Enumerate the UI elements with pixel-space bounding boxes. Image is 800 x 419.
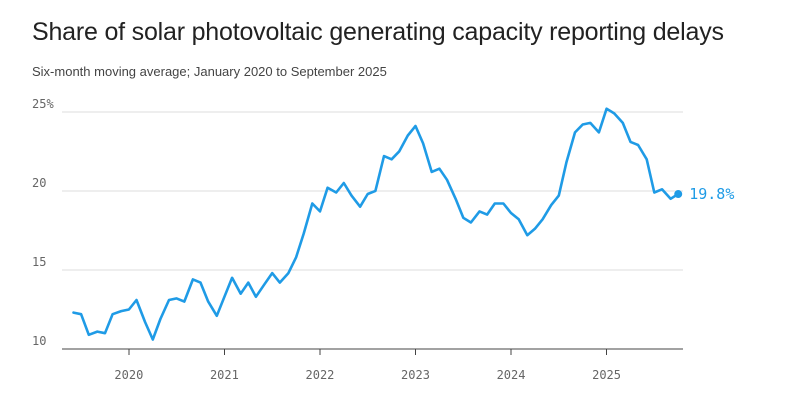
y-tick-label: 15 <box>32 255 46 269</box>
end-value-label: 19.8% <box>689 185 734 203</box>
y-tick-label: 20 <box>32 176 46 190</box>
series-line-0 <box>72 107 680 341</box>
x-tick-label: 2025 <box>592 368 621 382</box>
series-layer <box>72 107 680 341</box>
chart-subtitle: Six-month moving average; January 2020 t… <box>32 64 387 79</box>
y-tick-label: 10 <box>32 334 46 348</box>
end-marker-group: 19.8% <box>674 185 734 203</box>
x-tick-label: 2020 <box>114 368 143 382</box>
x-tick-label: 2022 <box>306 368 335 382</box>
y-tick-label: 25% <box>32 97 54 111</box>
gridlines <box>62 111 683 350</box>
x-tick-label: 2024 <box>497 368 526 382</box>
x-axis: 2020 2021 2022 2023 2024 2025 <box>114 349 621 382</box>
x-tick-label: 2021 <box>210 368 239 382</box>
y-axis: 25% 20 15 10 <box>32 97 54 348</box>
end-point-marker <box>674 190 683 199</box>
x-tick-label: 2023 <box>401 368 430 382</box>
chart-title: Share of solar photovoltaic generating c… <box>32 18 724 46</box>
